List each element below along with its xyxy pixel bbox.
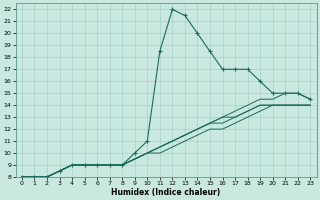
X-axis label: Humidex (Indice chaleur): Humidex (Indice chaleur) [111,188,221,197]
